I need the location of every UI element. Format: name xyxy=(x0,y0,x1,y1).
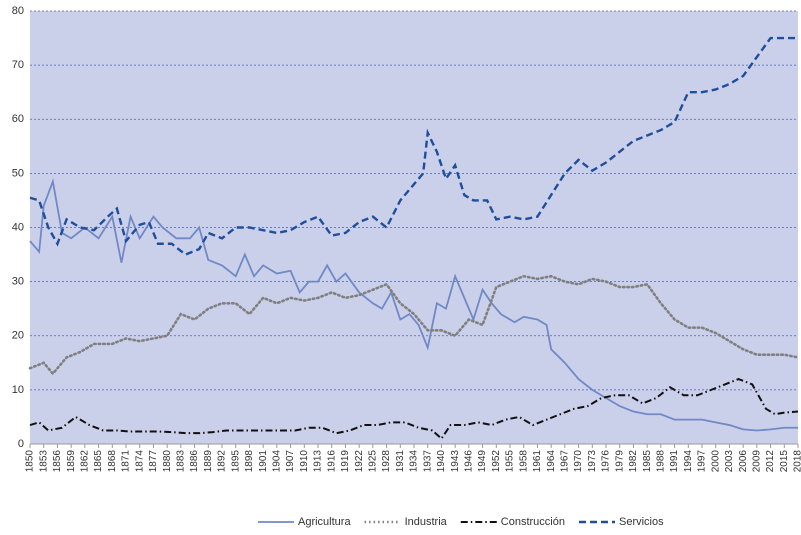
x-tick-label: 1961 xyxy=(532,450,543,473)
x-tick-label: 1949 xyxy=(477,450,488,473)
x-tick-label: 1943 xyxy=(450,450,461,473)
series-line xyxy=(28,274,800,376)
legend-label: Agricultura xyxy=(298,516,351,528)
x-tick-label: 1907 xyxy=(285,450,296,473)
x-tick-label: 2006 xyxy=(738,450,749,473)
x-tick-label: 1886 xyxy=(189,450,200,473)
x-tick-label: 1874 xyxy=(134,450,145,473)
x-tick-label: 1934 xyxy=(409,450,420,473)
x-tick-label: 2015 xyxy=(779,450,790,473)
legend-label: Construcción xyxy=(501,516,565,528)
x-tick-label: 1862 xyxy=(79,450,90,473)
x-tick-label: 1952 xyxy=(491,450,502,473)
y-tick-label: 10 xyxy=(12,384,24,396)
x-tick-label: 1931 xyxy=(395,450,406,473)
x-tick-label: 1904 xyxy=(271,450,282,473)
y-tick-label: 80 xyxy=(12,5,24,17)
x-tick-label: 1946 xyxy=(463,450,474,473)
x-tick-label: 1850 xyxy=(25,450,36,473)
x-tick-label: 1859 xyxy=(66,450,77,473)
x-tick-label: 1955 xyxy=(505,450,516,473)
y-tick-label: 70 xyxy=(12,59,24,71)
y-tick-label: 60 xyxy=(12,113,24,125)
x-tick-label: 1991 xyxy=(669,450,680,473)
x-tick-label: 1883 xyxy=(175,450,186,473)
x-tick-label: 1925 xyxy=(367,450,378,473)
x-tick-label: 1940 xyxy=(436,450,447,473)
x-tick-label: 1898 xyxy=(244,450,255,473)
x-tick-label: 1901 xyxy=(258,450,269,473)
x-tick-label: 1997 xyxy=(697,450,708,473)
y-tick-label: 40 xyxy=(12,221,24,233)
x-tick-label: 1967 xyxy=(559,450,570,473)
x-tick-label: 1973 xyxy=(587,450,598,473)
y-tick-label: 0 xyxy=(18,438,24,450)
x-tick-label: 1988 xyxy=(655,450,666,473)
x-tick-label: 1877 xyxy=(148,450,159,473)
y-tick-label: 30 xyxy=(12,276,24,288)
x-tick-label: 1922 xyxy=(354,450,365,473)
x-tick-label: 1919 xyxy=(340,450,351,473)
x-tick-label: 1979 xyxy=(614,450,625,473)
x-tick-label: 2003 xyxy=(724,450,735,473)
x-tick-label: 1964 xyxy=(546,450,557,473)
x-tick-label: 1880 xyxy=(162,450,173,473)
x-tick-label: 1856 xyxy=(52,450,63,473)
series-line xyxy=(29,36,798,256)
x-tick-label: 2018 xyxy=(793,450,801,473)
x-tick-label: 1916 xyxy=(326,450,337,473)
x-tick-label: 1913 xyxy=(313,450,324,473)
x-tick-label: 1865 xyxy=(93,450,104,473)
series-line xyxy=(29,178,798,432)
x-tick-label: 1985 xyxy=(642,450,653,473)
x-tick-label: 1892 xyxy=(217,450,228,473)
x-tick-label: 2000 xyxy=(710,450,721,473)
x-tick-label: 1889 xyxy=(203,450,214,473)
x-tick-label: 2009 xyxy=(751,450,762,473)
x-tick-label: 1910 xyxy=(299,450,310,473)
x-tick-label: 1982 xyxy=(628,450,639,473)
x-tick-label: 1928 xyxy=(381,450,392,473)
legend-label: Industria xyxy=(405,516,448,528)
legend-label: Servicios xyxy=(619,516,664,528)
y-tick-label: 50 xyxy=(12,167,24,179)
x-tick-label: 1958 xyxy=(518,450,529,473)
x-tick-label: 1976 xyxy=(601,450,612,473)
x-tick-label: 2012 xyxy=(765,450,776,473)
x-tick-label: 1868 xyxy=(107,450,118,473)
x-tick-label: 1937 xyxy=(422,450,433,473)
x-tick-label: 1994 xyxy=(683,450,694,473)
x-tick-label: 1853 xyxy=(38,450,49,473)
y-tick-label: 20 xyxy=(12,330,24,342)
x-tick-label: 1970 xyxy=(573,450,584,473)
x-tick-label: 1895 xyxy=(230,450,241,473)
x-tick-label: 1871 xyxy=(121,450,132,473)
series-line xyxy=(29,377,799,441)
